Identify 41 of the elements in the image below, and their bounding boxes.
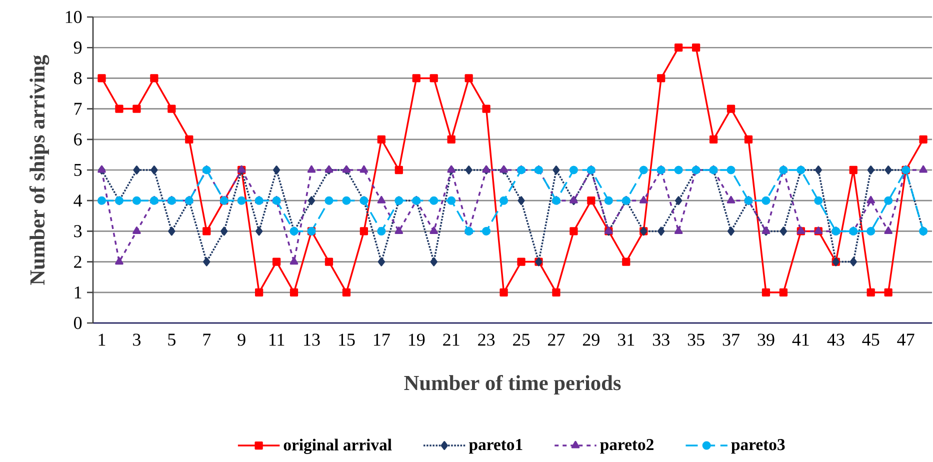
y-tick-label: 9	[74, 42, 82, 54]
y-tick-label: 7	[74, 102, 82, 115]
x-tick-label: 45	[862, 334, 880, 346]
x-tick-label: 31	[618, 334, 634, 346]
x-tick-label: 37	[722, 334, 740, 346]
y-tick-label: 4	[74, 194, 82, 207]
x-tick-label: 29	[582, 334, 600, 346]
x-tick-label: 7	[203, 334, 211, 346]
y-tick-label: 3	[74, 225, 82, 238]
x-tick-label: 1	[98, 334, 106, 346]
x-tick-label: 15	[339, 334, 355, 346]
x-tick-label: 43	[827, 334, 844, 346]
y-tick-label: 6	[74, 133, 82, 146]
x-tick-label: 25	[513, 334, 530, 346]
legend-label: pareto2	[600, 439, 654, 454]
x-tick-label: 47	[897, 334, 914, 346]
x-axis-title: Number of time periods	[404, 374, 621, 395]
x-tick-label: 41	[792, 334, 809, 346]
x-tick-label: 33	[652, 334, 670, 346]
x-tick-label: 5	[168, 334, 176, 346]
x-tick-label: 39	[758, 334, 774, 346]
x-tick-label: 3	[133, 334, 141, 346]
legend-label: pareto1	[468, 439, 522, 454]
y-tick-label: 0	[74, 316, 82, 330]
x-tick-label: 11	[269, 334, 284, 346]
x-tick-label: 27	[548, 334, 565, 346]
x-tick-label: 9	[238, 334, 246, 346]
x-tick-label: 17	[374, 334, 390, 346]
y-tick-label: 8	[74, 72, 82, 84]
y-tick-label: 10	[66, 10, 82, 24]
y-tick-label: 2	[74, 256, 82, 268]
y-axis-title: Number of ships arriving	[29, 54, 50, 285]
x-tick-label: 21	[443, 334, 460, 346]
x-tick-label: 35	[688, 334, 704, 346]
x-tick-label: 13	[304, 334, 320, 346]
y-tick-label: 5	[74, 164, 82, 176]
x-tick-label: 19	[408, 334, 425, 346]
y-tick-label: 1	[74, 286, 82, 298]
x-tick-label: 23	[478, 334, 495, 346]
legend-label: pareto3	[731, 439, 785, 454]
legend-label: original arrival	[284, 438, 392, 454]
